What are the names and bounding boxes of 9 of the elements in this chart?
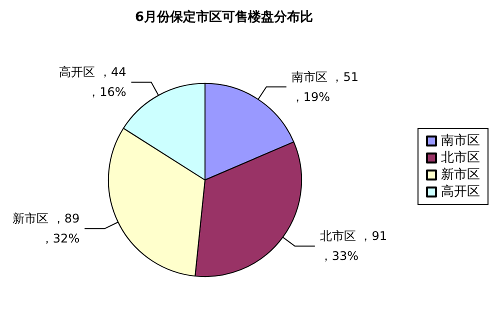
legend-label: 北市区 — [441, 150, 480, 166]
chart-title: 6月份保定市区可售楼盘分布比 — [135, 9, 314, 25]
data-label: 南市区 ，51 ，19% — [291, 70, 358, 104]
data-label: 新市区 ，89 ，32% — [12, 212, 80, 246]
data-label: 北市区 ，91 ，33% — [320, 229, 387, 264]
data-label: 高开区 ，44 ，16% — [59, 65, 126, 100]
legend-label: 南市区 — [441, 134, 480, 148]
legend-label: 新市区 — [441, 168, 480, 182]
legend-label: 高开区 — [441, 184, 480, 200]
